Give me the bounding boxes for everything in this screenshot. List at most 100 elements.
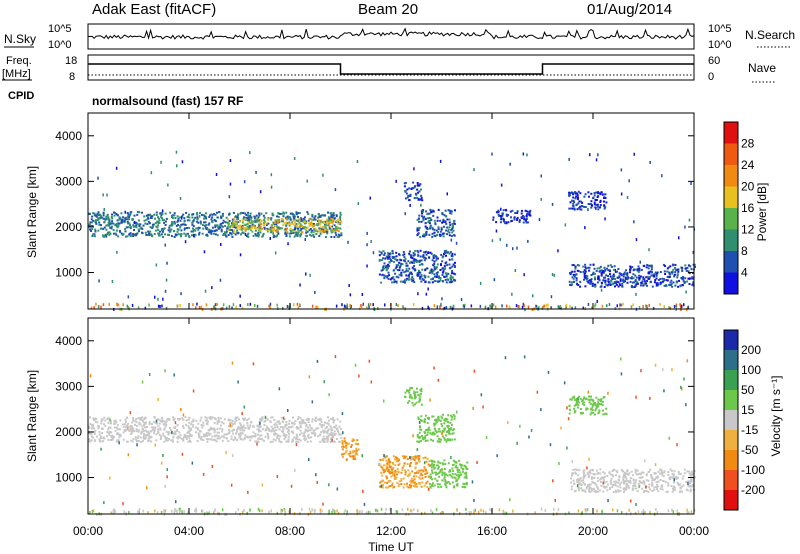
data-cell xyxy=(449,482,452,485)
data-cell xyxy=(666,270,669,273)
data-cell xyxy=(398,253,400,256)
data-cell xyxy=(320,231,323,234)
data-cell xyxy=(175,224,178,227)
data-cell xyxy=(513,216,516,219)
data-cell xyxy=(117,235,120,238)
data-cell xyxy=(669,306,672,310)
data-cell xyxy=(157,430,160,433)
data-cell xyxy=(216,434,219,437)
data-cell xyxy=(304,439,307,442)
data-cell xyxy=(669,468,672,471)
data-cell xyxy=(300,219,303,222)
data-cell xyxy=(423,421,426,424)
data-cell xyxy=(421,277,424,280)
data-cell xyxy=(591,405,594,408)
data-cell xyxy=(88,438,91,441)
data-cell xyxy=(275,223,278,226)
data-cell xyxy=(173,212,176,215)
data-cell xyxy=(214,418,217,421)
data-cell xyxy=(436,435,439,438)
data-cell xyxy=(568,157,570,161)
data-cell xyxy=(318,418,321,421)
data-cell xyxy=(164,243,166,247)
data-cell xyxy=(520,209,523,212)
data-cell xyxy=(673,487,676,490)
data-cell xyxy=(330,426,333,429)
data-cell xyxy=(442,435,444,438)
data-cell xyxy=(158,419,161,422)
data-cell xyxy=(150,171,153,175)
data-cell xyxy=(239,224,242,227)
data-cell xyxy=(239,434,242,437)
data-cell xyxy=(259,225,262,228)
data-cell xyxy=(378,254,381,257)
data-cell xyxy=(436,473,439,476)
data-cell xyxy=(663,470,666,473)
data-cell xyxy=(318,227,321,230)
data-cell xyxy=(288,224,291,227)
data-cell xyxy=(305,437,308,440)
data-cell xyxy=(242,217,245,220)
data-cell xyxy=(673,275,676,278)
data-cell xyxy=(655,274,658,277)
data-cell xyxy=(397,304,399,308)
data-cell xyxy=(427,287,429,291)
data-cell xyxy=(441,425,444,428)
data-cell xyxy=(274,439,277,442)
data-cell xyxy=(97,305,100,309)
data-cell xyxy=(634,479,637,482)
data-cell xyxy=(97,424,100,427)
data-cell xyxy=(311,218,314,221)
data-cell xyxy=(565,303,568,307)
data-cell xyxy=(418,459,420,462)
data-cell xyxy=(247,303,249,306)
data-cell xyxy=(407,278,410,281)
data-cell xyxy=(435,266,438,269)
data-cell xyxy=(417,441,420,444)
data-cell xyxy=(155,433,158,436)
data-cell xyxy=(392,474,394,477)
data-cell xyxy=(437,226,440,229)
data-cell xyxy=(581,402,584,405)
data-cell xyxy=(259,425,262,428)
data-cell xyxy=(205,417,208,420)
data-cell xyxy=(614,474,617,477)
data-cell xyxy=(220,228,223,231)
data-cell xyxy=(434,430,437,432)
data-cell xyxy=(114,509,117,513)
data-cell xyxy=(509,210,512,213)
data-cell xyxy=(309,510,312,514)
data-cell xyxy=(502,218,505,221)
data-cell xyxy=(582,270,585,273)
data-cell xyxy=(640,281,643,284)
data-cell xyxy=(569,272,571,274)
data-cell xyxy=(408,389,411,391)
data-cell xyxy=(164,425,167,428)
data-cell xyxy=(437,228,440,231)
data-cell xyxy=(97,427,100,430)
data-cell xyxy=(619,279,622,282)
data-cell xyxy=(92,417,95,420)
data-cell xyxy=(579,205,582,208)
data-cell xyxy=(268,429,270,432)
data-cell xyxy=(442,463,445,466)
data-cell xyxy=(400,479,403,482)
data-cell xyxy=(625,269,628,272)
data-cell xyxy=(170,439,173,442)
data-cell xyxy=(89,511,91,514)
data-cell xyxy=(385,482,388,485)
data-cell xyxy=(404,197,407,200)
data-cell xyxy=(406,264,409,267)
data-cell xyxy=(263,227,266,230)
data-cell xyxy=(100,305,102,309)
data-cell xyxy=(445,417,447,420)
data-cell xyxy=(198,231,201,234)
data-cell xyxy=(381,269,384,271)
data-cell xyxy=(456,508,458,512)
data-cell xyxy=(451,476,454,479)
data-cell xyxy=(629,277,632,280)
data-cell xyxy=(595,491,598,494)
data-cell xyxy=(150,430,153,432)
data-cell xyxy=(270,425,273,428)
